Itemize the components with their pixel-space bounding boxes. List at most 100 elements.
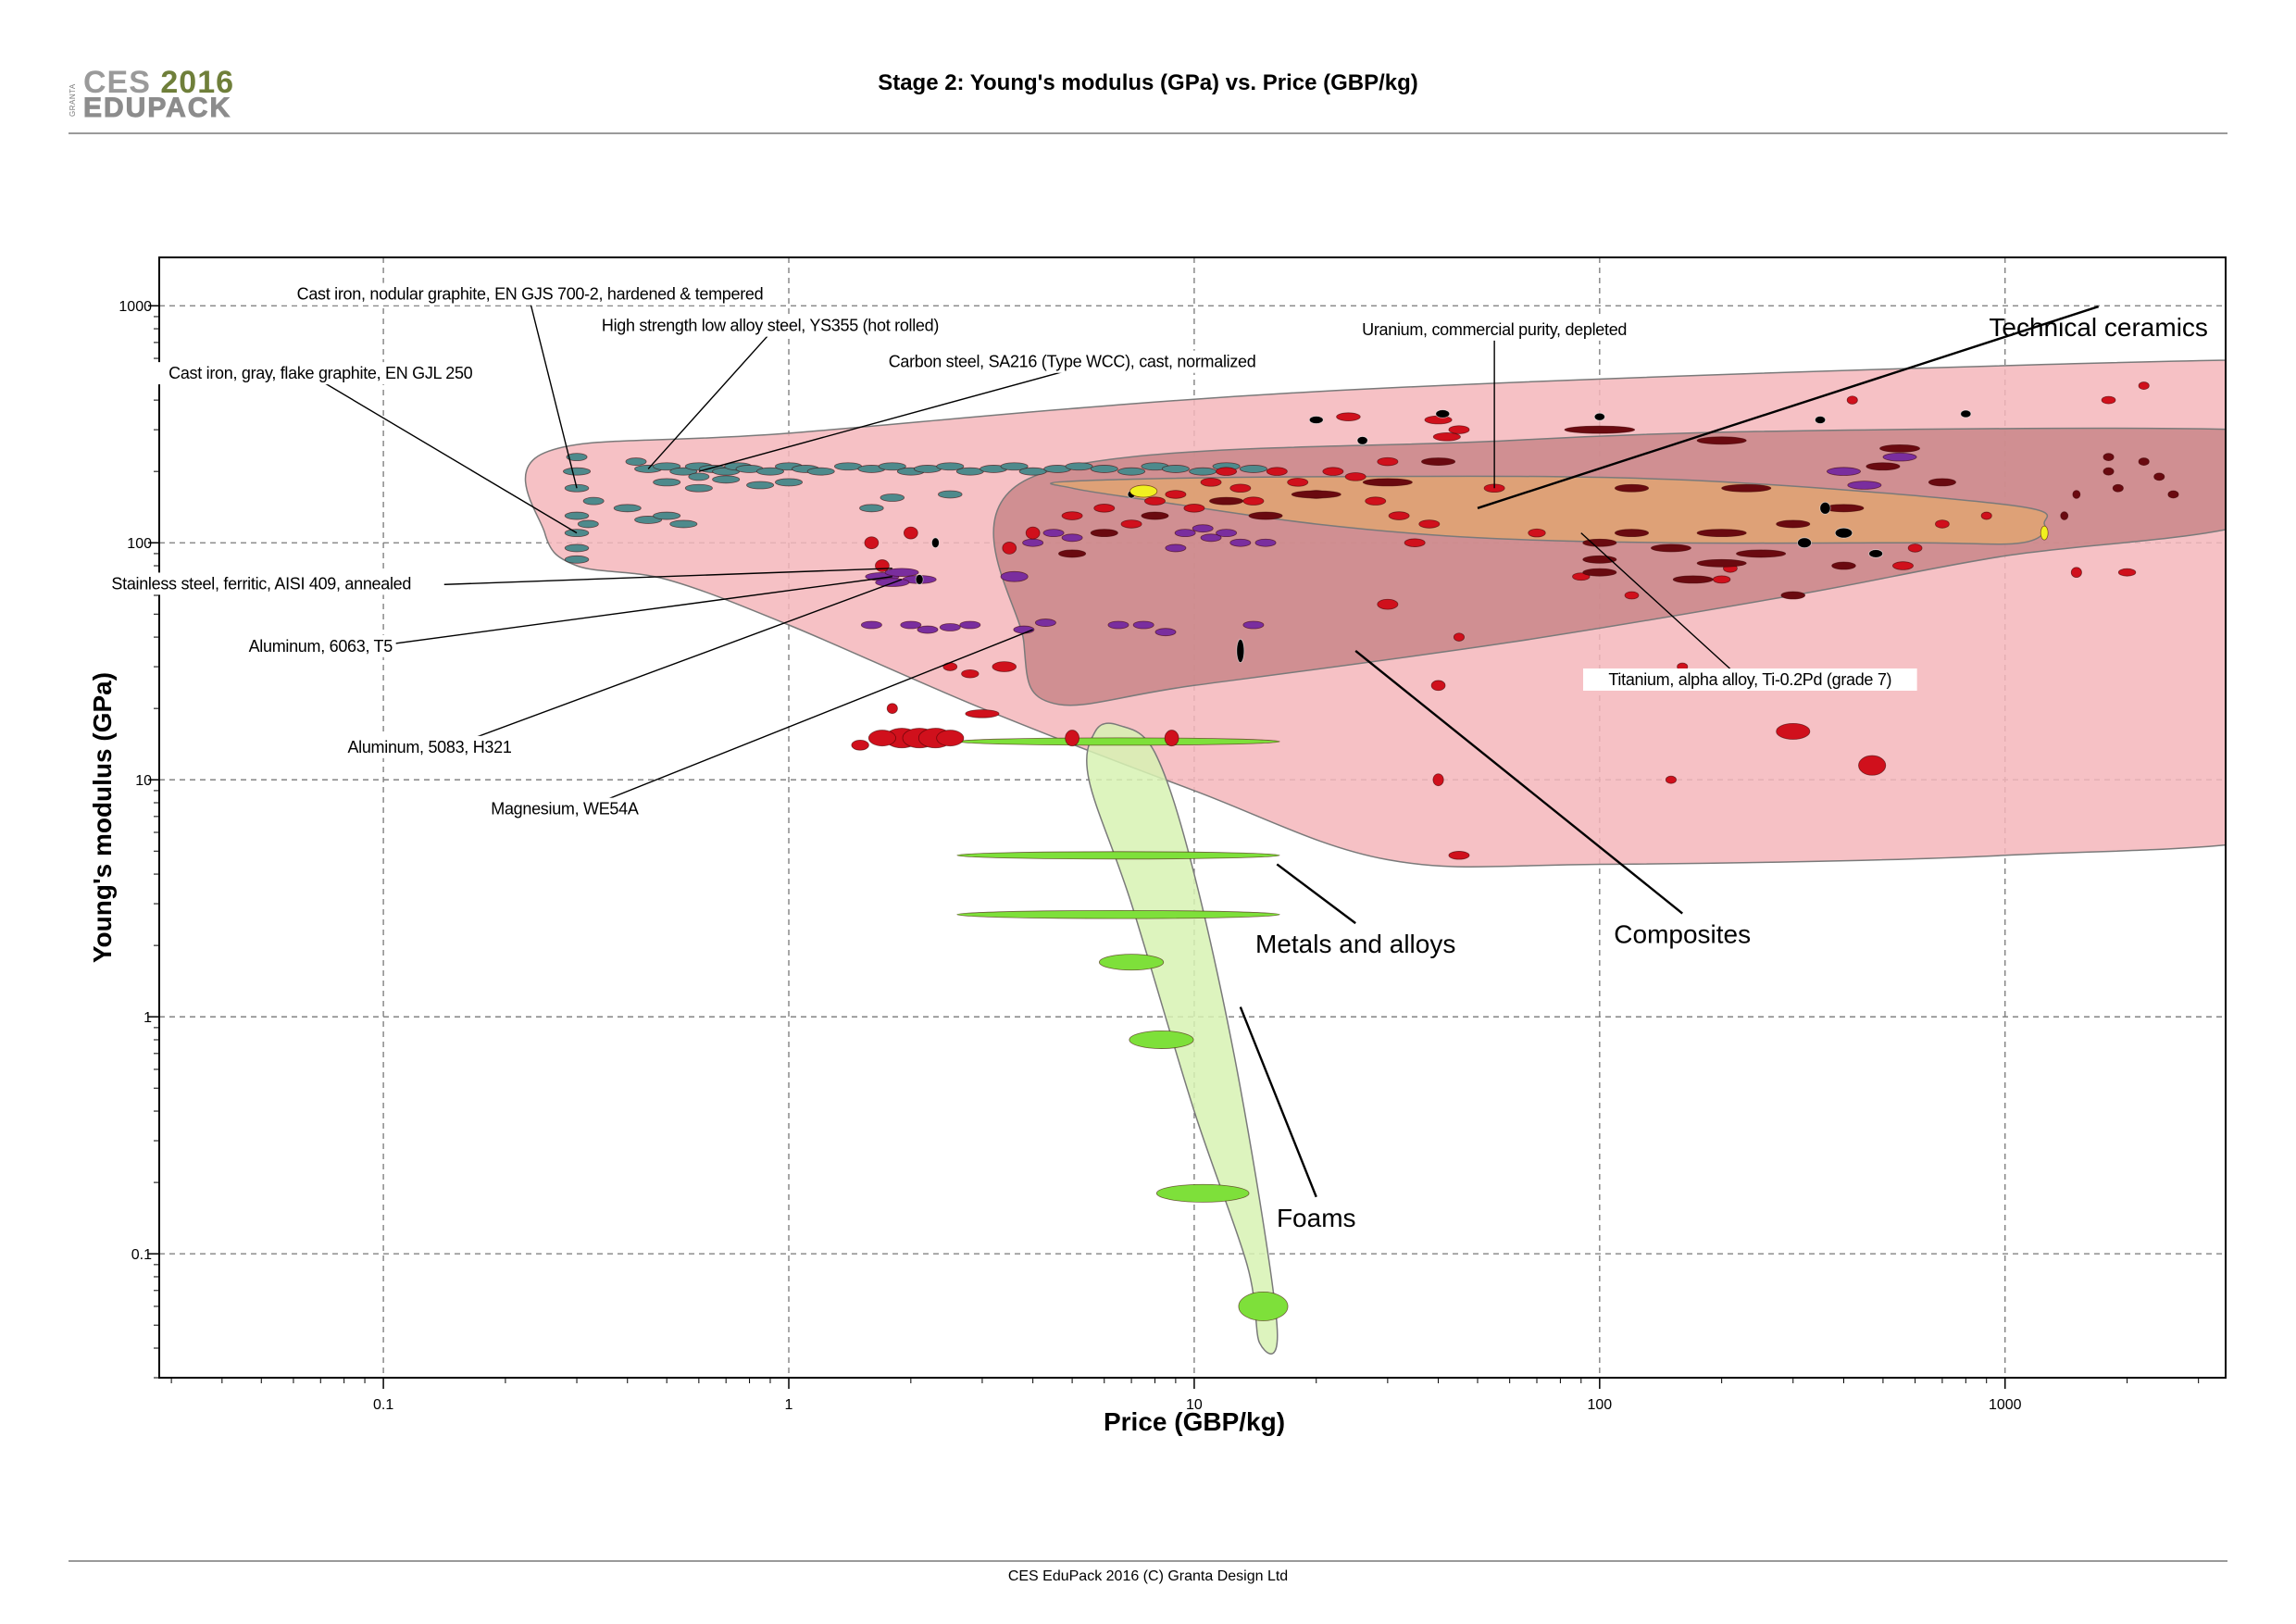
group-leader-line xyxy=(1477,305,2100,509)
annotation-label-bg xyxy=(1583,668,1917,691)
nonferrous-metals-bubble xyxy=(1242,496,1265,506)
group-leader-line xyxy=(1276,863,1356,925)
nonferrous-metals-bubble xyxy=(1624,591,1640,600)
light-alloys-bubble xyxy=(1107,620,1129,630)
composites-bubble xyxy=(1721,483,1772,493)
foams-bubble xyxy=(1099,954,1165,971)
light-alloys-bubble xyxy=(1034,618,1056,627)
composites-bubble xyxy=(2167,490,2179,499)
composites-bubble xyxy=(1421,457,1456,466)
annotation-leader-line xyxy=(564,629,1033,818)
nonferrous-metals-bubble xyxy=(1183,504,1205,513)
nonferrous-metals-bubble xyxy=(961,668,980,679)
light-alloys-bubble xyxy=(1042,529,1065,538)
iron-and-steels-bubble xyxy=(774,478,804,487)
annotation-leader-line xyxy=(1580,532,1751,688)
composites-bubble xyxy=(1776,519,1811,529)
nonferrous-metals-bubble xyxy=(903,526,918,540)
light-alloys-bubble xyxy=(1192,524,1214,533)
annotation-leader-line xyxy=(320,576,892,655)
composites-bubble xyxy=(1831,561,1856,570)
iron-and-steels-bubble xyxy=(1090,465,1118,473)
composites-bubble xyxy=(2291,491,2296,498)
composites-bubble xyxy=(2103,467,2115,476)
ceramics-bubble xyxy=(1868,549,1884,558)
annotation-label-bg xyxy=(244,634,396,657)
x-tick-label: 1 xyxy=(785,1397,793,1413)
iron-and-steels-bubble xyxy=(625,457,647,466)
iron-and-steels-bubble xyxy=(562,467,592,476)
nonferrous-metals-bubble xyxy=(1418,519,1441,529)
group-leader-line xyxy=(1354,649,1683,915)
annotation-leader-line xyxy=(647,332,771,469)
iron-and-steels-bubble xyxy=(955,467,984,476)
nonferrous-metals-bubble xyxy=(1229,483,1252,493)
light-alloys-bubble xyxy=(1174,529,1196,538)
light-alloys-bubble xyxy=(884,568,919,577)
annotation-label-bg xyxy=(497,797,632,820)
group-label: Technical ceramics xyxy=(1989,313,2208,342)
composites-bubble xyxy=(2138,457,2150,466)
composites-bubble xyxy=(1248,511,1283,520)
iron-and-steels-bubble xyxy=(688,472,710,481)
light-alloys-bubble xyxy=(900,620,922,630)
composites-bubble xyxy=(1362,478,1413,487)
y-tick-label: 1 xyxy=(144,1010,152,1026)
iron-and-steels-bubble xyxy=(936,462,965,471)
nonferrous-metals-bubble xyxy=(1165,490,1187,499)
nonferrous-metals-bubble xyxy=(2138,381,2150,390)
annotation-label: Cast iron, nodular graphite, EN GJS 700-… xyxy=(297,285,764,304)
nonferrous-metals-bubble xyxy=(851,739,869,751)
ceramics-bubble xyxy=(1960,409,1972,418)
nonferrous-metals-bubble xyxy=(2101,395,2116,405)
page-title: Stage 2: Young's modulus (GPa) vs. Price… xyxy=(878,70,1418,95)
plot-frame xyxy=(158,256,2227,1379)
iron-and-steels-bubble xyxy=(878,462,906,471)
nonferrous-metals-bubble xyxy=(1365,496,1387,506)
ceramics-bubble xyxy=(1435,409,1451,418)
composites-bubble xyxy=(1736,549,1787,558)
light-alloys-bubble xyxy=(1882,452,1917,462)
nonferrous-metals-bubble xyxy=(1430,680,1446,692)
composites-bubble xyxy=(2072,490,2081,499)
iron-and-steels-bubble xyxy=(1161,465,1190,473)
iron-and-steels-bubble xyxy=(712,475,741,484)
nonferrous-metals-bubble xyxy=(886,703,898,714)
iron-and-steels-bubble xyxy=(1117,467,1146,476)
light-alloys-bubble xyxy=(1154,628,1177,637)
iron-and-steels-bubble xyxy=(582,496,605,506)
iron-and-steels-bubble xyxy=(1018,467,1047,476)
composites-bubble xyxy=(1291,490,1341,499)
nonferrous-metals-bubble xyxy=(1065,730,1079,747)
light-alloys-bubble xyxy=(917,625,939,634)
composites-bubble xyxy=(1564,425,1636,434)
composites-bubble xyxy=(2060,511,2069,520)
iron-and-steels-bubble xyxy=(1065,462,1093,471)
iron-and-steels-bubble xyxy=(564,555,590,564)
iron-and-steels-bubble xyxy=(1239,465,1267,473)
light-alloys-bubble xyxy=(1061,533,1083,543)
annotation-label: Aluminum, 6063, T5 xyxy=(249,637,393,656)
ceramics-bubble xyxy=(1356,436,1368,445)
nonferrous-metals-bubble xyxy=(1287,478,1309,487)
iron-and-steels-bubble xyxy=(938,490,963,499)
nonferrous-metals-bubble xyxy=(1448,851,1470,860)
light-alloys-bubble xyxy=(1254,538,1277,547)
light-alloys-bubble xyxy=(1847,481,1882,490)
composites-bubble xyxy=(1696,529,1747,538)
nonferrous-metals-bubble xyxy=(1216,467,1238,476)
iron-and-steels-bubble xyxy=(859,504,884,513)
nonferrous-metals-bubble xyxy=(1061,511,1083,520)
nonferrous-metals-bubble xyxy=(1377,456,1399,467)
nonferrous-metals-bubble xyxy=(965,709,1000,718)
group-leader-line xyxy=(1239,1006,1317,1198)
light-alloys-bubble xyxy=(1000,570,1029,582)
foams-bubble xyxy=(1155,1183,1250,1203)
composites-bubble xyxy=(1582,538,1617,547)
composites-bubble xyxy=(2153,472,2165,481)
logo-ces: CES xyxy=(83,65,151,100)
foams-bubble xyxy=(956,909,1280,919)
light-alloys-bubble xyxy=(1200,533,1222,543)
